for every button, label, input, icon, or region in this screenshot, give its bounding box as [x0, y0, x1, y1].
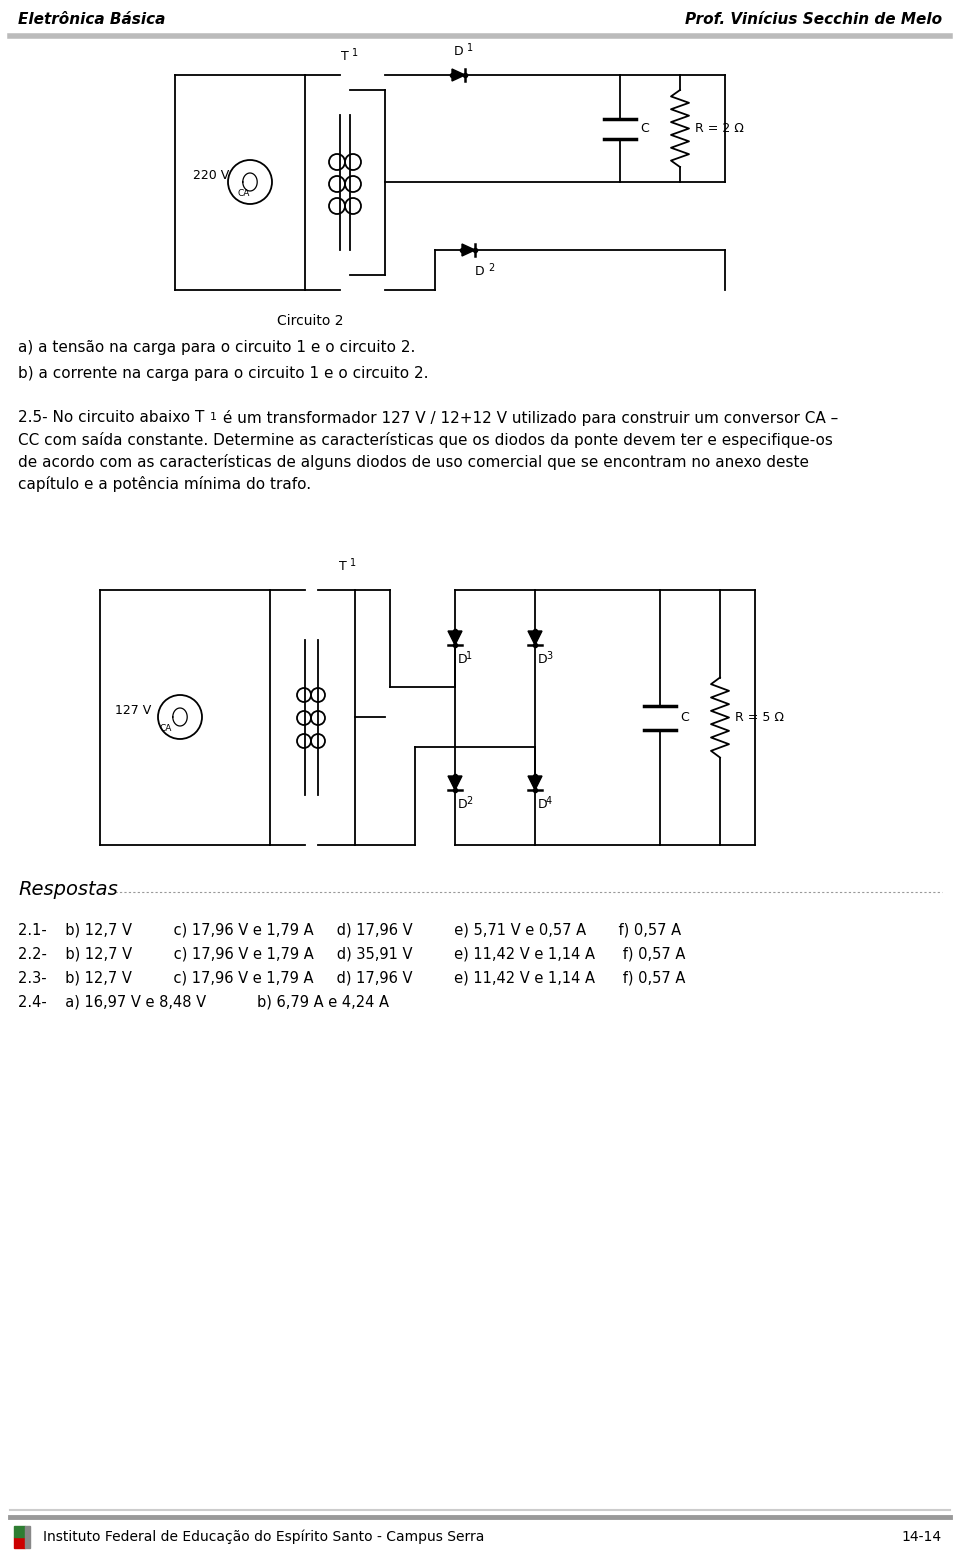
Bar: [25, 1526, 30, 1548]
Text: 2: 2: [488, 263, 494, 273]
Polygon shape: [462, 245, 475, 256]
Text: C: C: [640, 122, 649, 136]
Text: 127 V: 127 V: [115, 703, 152, 717]
Text: 220 V: 220 V: [193, 168, 229, 181]
Polygon shape: [448, 776, 462, 790]
Text: 1: 1: [352, 48, 358, 58]
Text: 1: 1: [466, 652, 472, 661]
Text: Circuito 2: Circuito 2: [276, 313, 344, 327]
Text: b) a corrente na carga para o circuito 1 e o circuito 2.: b) a corrente na carga para o circuito 1…: [18, 366, 428, 380]
Polygon shape: [528, 631, 542, 645]
Text: C: C: [680, 711, 688, 723]
Text: 1: 1: [467, 44, 473, 53]
Text: CA: CA: [237, 189, 250, 198]
Text: 2.5- No circuito abaixo T: 2.5- No circuito abaixo T: [18, 410, 204, 426]
Text: 14-14: 14-14: [901, 1529, 942, 1543]
Text: 1: 1: [210, 412, 217, 422]
Text: 2.4-    a) 16,97 V e 8,48 V           b) 6,79 A e 4,24 A: 2.4- a) 16,97 V e 8,48 V b) 6,79 A e 4,2…: [18, 995, 389, 1009]
Polygon shape: [452, 69, 465, 81]
Text: R = 5 Ω: R = 5 Ω: [735, 711, 784, 723]
Text: Prof. Vinícius Secchin de Melo: Prof. Vinícius Secchin de Melo: [684, 12, 942, 27]
Text: D: D: [458, 798, 468, 811]
Text: 1: 1: [350, 558, 356, 567]
Text: T: T: [341, 50, 348, 62]
Text: 2.2-    b) 12,7 V         c) 17,96 V e 1,79 A     d) 35,91 V         e) 11,42 V : 2.2- b) 12,7 V c) 17,96 V e 1,79 A d) 35…: [18, 946, 685, 960]
Text: D: D: [454, 45, 464, 58]
Text: CA: CA: [160, 723, 173, 733]
Polygon shape: [448, 631, 462, 645]
Text: D: D: [538, 798, 547, 811]
Text: D: D: [475, 265, 485, 278]
Text: T: T: [339, 560, 347, 574]
Text: de acordo com as características de alguns diodos de uso comercial que se encont: de acordo com as características de algu…: [18, 454, 809, 469]
Text: Instituto Federal de Educação do Espírito Santo - Campus Serra: Instituto Federal de Educação do Espírit…: [43, 1529, 485, 1545]
Text: 3: 3: [546, 652, 552, 661]
Text: 2: 2: [466, 797, 472, 806]
Text: D: D: [458, 653, 468, 666]
Text: Respostas: Respostas: [18, 879, 118, 900]
Bar: [14, 1537, 25, 1548]
Text: a) a tensão na carga para o circuito 1 e o circuito 2.: a) a tensão na carga para o circuito 1 e…: [18, 340, 416, 355]
Polygon shape: [528, 776, 542, 790]
Text: capítulo e a potência mínima do trafo.: capítulo e a potência mínima do trafo.: [18, 475, 311, 493]
Text: R = 2 Ω: R = 2 Ω: [695, 122, 744, 136]
Text: CC com saída constante. Determine as características que os diodos da ponte deve: CC com saída constante. Determine as car…: [18, 432, 833, 447]
Text: Eletrônica Básica: Eletrônica Básica: [18, 12, 165, 27]
Text: 4: 4: [546, 797, 552, 806]
Text: D: D: [538, 653, 547, 666]
Text: 2.1-    b) 12,7 V         c) 17,96 V e 1,79 A     d) 17,96 V         e) 5,71 V e: 2.1- b) 12,7 V c) 17,96 V e 1,79 A d) 17…: [18, 921, 682, 937]
Text: é um transformador 127 V / 12+12 V utilizado para construir um conversor CA –: é um transformador 127 V / 12+12 V utili…: [218, 410, 838, 426]
Text: 2.3-    b) 12,7 V         c) 17,96 V e 1,79 A     d) 17,96 V         e) 11,42 V : 2.3- b) 12,7 V c) 17,96 V e 1,79 A d) 17…: [18, 970, 685, 985]
Bar: [14, 1526, 25, 1537]
